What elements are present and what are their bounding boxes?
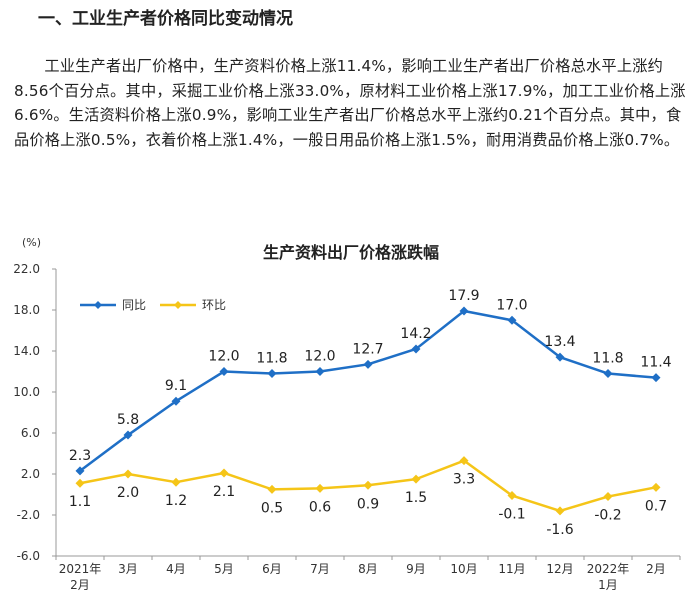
data-point-marker — [219, 468, 229, 478]
data-label: 0.7 — [645, 498, 667, 514]
section-heading: 一、工业生产者价格同比变动情况 — [38, 9, 293, 29]
data-label: 17.9 — [448, 288, 479, 304]
data-label: 9.1 — [165, 378, 187, 394]
data-label: -0.1 — [498, 507, 525, 523]
data-point-marker — [555, 506, 565, 516]
x-tick-label: 7月 — [310, 562, 330, 576]
data-label: 12.7 — [352, 341, 383, 357]
y-tick-label: -2.0 — [17, 508, 40, 522]
data-point-marker — [603, 492, 613, 502]
data-label: 2.3 — [69, 448, 91, 464]
y-tick-label: 2.0 — [21, 467, 40, 481]
data-point-marker — [459, 306, 469, 316]
data-label: 1.5 — [405, 490, 427, 506]
x-tick-label: 2021年 — [59, 562, 102, 576]
data-label: 11.8 — [256, 351, 287, 367]
x-tick-label: 3月 — [118, 562, 138, 576]
data-point-marker — [75, 466, 85, 476]
data-point-marker — [363, 480, 373, 490]
x-tick-label: 2月 — [646, 562, 666, 576]
data-point-marker — [123, 430, 133, 440]
data-label: -1.6 — [546, 522, 573, 538]
data-label: 1.2 — [165, 493, 187, 509]
y-tick-label: -6.0 — [17, 549, 40, 563]
data-point-marker — [603, 369, 613, 379]
x-tick-label: 5月 — [214, 562, 234, 576]
x-tick-label: 2月 — [70, 578, 90, 592]
x-tick-label: 1月 — [598, 578, 618, 592]
data-label: 11.8 — [592, 351, 623, 367]
x-tick-label: 10月 — [450, 562, 477, 576]
data-point-marker — [315, 367, 325, 376]
data-label: 12.0 — [304, 349, 335, 365]
data-point-marker — [219, 367, 229, 376]
data-label: 12.0 — [208, 349, 239, 365]
data-label: 11.4 — [640, 355, 671, 371]
data-label: 14.2 — [400, 326, 431, 342]
data-label: 17.0 — [496, 297, 527, 313]
data-point-marker — [459, 456, 469, 466]
y-unit-label: (%) — [22, 236, 41, 249]
data-point-marker — [651, 482, 661, 492]
legend-marker — [94, 301, 102, 309]
data-label: 0.9 — [357, 496, 379, 512]
x-tick-label: 11月 — [498, 562, 525, 576]
x-tick-label: 12月 — [546, 562, 573, 576]
x-tick-label: 8月 — [358, 562, 378, 576]
data-point-marker — [555, 352, 565, 362]
legend-label: 同比 — [122, 298, 146, 312]
y-tick-label: 14.0 — [13, 344, 40, 358]
data-point-marker — [267, 484, 277, 494]
x-tick-label: 6月 — [262, 562, 282, 576]
data-point-marker — [507, 491, 517, 501]
y-tick-label: 22.0 — [13, 262, 40, 276]
data-point-marker — [123, 469, 133, 479]
data-label: 3.3 — [453, 472, 475, 488]
data-point-marker — [171, 477, 181, 487]
x-tick-label: 4月 — [166, 562, 186, 576]
legend-marker — [174, 301, 182, 309]
data-point-marker — [411, 344, 421, 354]
data-point-marker — [363, 359, 373, 369]
chart-title: 生产资料出厂价格涨跌幅 — [263, 243, 439, 262]
data-point-marker — [411, 474, 421, 484]
data-point-marker — [171, 396, 181, 406]
data-label: -0.2 — [594, 508, 621, 524]
data-point-marker — [507, 315, 517, 325]
data-label: 5.8 — [117, 412, 139, 428]
section-paragraph: 工业生产者出厂价格中，生产资料价格上涨11.4%，影响工业生产者出厂价格总水平上… — [14, 57, 686, 149]
data-label: 2.0 — [117, 485, 139, 501]
data-point-marker — [315, 483, 325, 493]
data-label: 1.1 — [69, 494, 91, 510]
data-point-marker — [267, 369, 277, 379]
data-point-marker — [75, 478, 85, 488]
line-chart: 生产资料出厂价格涨跌幅 (%) 22.0 18.0 14.0 10.0 6.0 2.0 -2.0… — [13, 236, 681, 592]
x-tick-label: 9月 — [406, 562, 426, 576]
data-point-marker — [651, 373, 661, 383]
data-label: 13.4 — [544, 334, 575, 350]
data-label: 0.6 — [309, 499, 331, 515]
y-tick-label: 6.0 — [21, 426, 40, 440]
y-tick-label: 18.0 — [13, 303, 40, 317]
data-label: 0.5 — [261, 500, 283, 516]
data-label: 2.1 — [213, 484, 235, 500]
y-tick-label: 10.0 — [13, 385, 40, 399]
legend-label: 环比 — [202, 298, 226, 312]
x-tick-label: 2022年 — [587, 562, 630, 576]
